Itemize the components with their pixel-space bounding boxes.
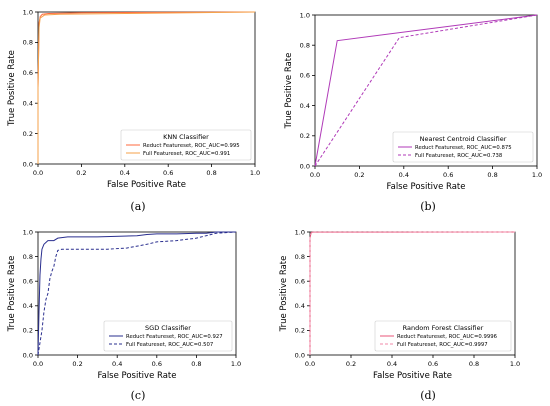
x-tick-label: 1.0: [250, 169, 260, 177]
plot-frame: [314, 14, 538, 167]
legend-title: Random Forest Classifier: [403, 324, 484, 332]
x-tick-label: 0.0: [33, 169, 43, 177]
x-axis-label: False Positive Rate: [373, 371, 452, 381]
y-tick-label: 1.0: [23, 8, 33, 16]
series-line-1: [37, 231, 237, 356]
roc-chart-knn: 0.0 0.2 0.4 0.6 0.8 1.0 0.0 0.2 0.4 0.6 0.8 1.0 Fals…: [0, 0, 275, 200]
roc-chart-knn-svg: 0.0 0.2 0.4 0.6 0.8 1.0 0.0 0.2 0.4 0.6 0.8 1.0 Fals…: [7, 8, 260, 190]
y-tick-label: 0.8: [295, 253, 305, 261]
x-tick-label: 0.4: [399, 171, 409, 179]
roc-chart-nearest-centroid: 0.0 0.2 0.4 0.6 0.8 1.0 0.0 0.2 0.4 0.6 0.8 1.0 Fals…: [275, 0, 550, 200]
legend-entry-0: Reduct Featureset, ROC_AUC=0.995: [143, 143, 240, 149]
y-tick-label: 0.6: [23, 69, 33, 77]
y-tick-label: 0.0: [295, 351, 305, 359]
series-line-1: [314, 14, 538, 167]
legend-box: [374, 320, 512, 352]
x-tick-label: 1.0: [231, 360, 241, 368]
y-tick-label: 0.4: [23, 302, 33, 310]
x-tick-label: 0.6: [428, 360, 438, 368]
y-tick-label: 0.0: [300, 162, 310, 170]
y-tick-label: 1.0: [295, 228, 305, 236]
y-tick-label: 0.6: [295, 278, 305, 286]
legend-entry-1: Full Featureset, ROC_AUC=0.738: [415, 153, 503, 159]
roc-chart-nearest-centroid-svg: 0.0 0.2 0.4 0.6 0.8 1.0 0.0 0.2 0.4 0.6 0.8 1.0 Fals…: [284, 11, 542, 192]
y-tick-label: 0.4: [23, 100, 33, 108]
panel-caption-d: (d): [420, 389, 436, 402]
y-tick-label: 0.8: [23, 253, 33, 261]
x-tick-label: 0.4: [120, 169, 130, 177]
y-tick-label: 1.0: [300, 11, 310, 19]
series-line-1: [309, 231, 516, 355]
x-axis-label: False Positive Rate: [387, 182, 466, 192]
x-axis-label: False Positive Rate: [98, 371, 177, 381]
y-tick-label: 0.4: [300, 102, 310, 110]
y-tick-label: 0.2: [23, 130, 33, 138]
legend-entry-1: Full Featureset, ROC_AUC=0.9997: [397, 342, 488, 348]
x-tick-label: 0.2: [346, 360, 356, 368]
x-tick-label: 0.8: [469, 360, 479, 368]
y-tick-label: 0.0: [23, 160, 33, 168]
series-line-0: [37, 231, 236, 356]
y-tick-label: 0.2: [295, 327, 305, 335]
y-tick-label: 0.2: [23, 327, 33, 335]
legend-entry-1: Full Featureset, ROC_AUC=0.991: [143, 151, 230, 157]
y-axis-label: True Positive Rate: [7, 256, 17, 333]
x-tick-label: 0.6: [443, 171, 453, 179]
x-tick-label: 0.4: [112, 360, 122, 368]
y-tick-label: 0.4: [295, 302, 305, 310]
y-tick-label: 0.6: [23, 278, 33, 286]
legend-box: [103, 320, 233, 352]
x-tick-label: 0.0: [305, 360, 315, 368]
y-axis-label: True Positive Rate: [7, 50, 17, 127]
roc-chart-random-forest: 0.0 0.2 0.4 0.6 0.8 1.0 0.0 0.2 0.4 0.6 0.8 1.0 Fals…: [275, 210, 550, 390]
x-tick-label: 0.2: [354, 171, 364, 179]
panel-caption-a: (a): [130, 200, 146, 213]
y-tick-label: 0.8: [23, 39, 33, 47]
legend-box: [120, 129, 252, 161]
series-line-1: [37, 11, 256, 164]
x-tick-label: 0.8: [487, 171, 497, 179]
legend-title: Nearest Centroid Classifier: [420, 135, 507, 143]
x-tick-label: 0.6: [152, 360, 162, 368]
x-tick-label: 0.8: [191, 360, 201, 368]
x-tick-label: 0.8: [206, 169, 216, 177]
legend-entry-0: Reduct Featureset, ROC_AUC=0.927: [126, 334, 223, 340]
legend-title: KNN Classifier: [163, 133, 209, 141]
x-tick-label: 0.2: [76, 169, 86, 177]
x-tick-label: 0.0: [33, 360, 43, 368]
y-tick-label: 0.2: [300, 132, 310, 140]
panel-caption-b: (b): [420, 200, 436, 213]
legend-entry-1: Full Featureset, ROC_AUC=0.507: [126, 342, 213, 348]
y-tick-label: 0.0: [23, 351, 33, 359]
x-tick-label: 0.6: [163, 169, 173, 177]
y-axis-label: True Positive Rate: [279, 256, 289, 333]
x-tick-label: 0.4: [387, 360, 397, 368]
x-tick-label: 1.0: [510, 360, 520, 368]
plot-frame: [37, 231, 237, 356]
panel-caption-c: (c): [130, 389, 146, 402]
legend-box: [392, 131, 534, 163]
legend-title: SGD Classifier: [145, 324, 191, 332]
legend-entry-0: Reduct Featureset, ROC_AUC=0.9996: [397, 334, 498, 340]
series-line-0: [314, 14, 538, 167]
roc-chart-random-forest-svg: 0.0 0.2 0.4 0.6 0.8 1.0 0.0 0.2 0.4 0.6 0.8 1.0 Fals…: [279, 228, 520, 381]
y-tick-label: 0.8: [300, 42, 310, 50]
y-axis-label: True Positive Rate: [284, 53, 294, 130]
legend-entry-0: Reduct Featureset, ROC_AUC=0.875: [415, 145, 512, 151]
x-tick-label: 1.0: [532, 171, 542, 179]
roc-chart-sgd: 0.0 0.2 0.4 0.6 0.8 1.0 0.0 0.2 0.4 0.6 0.8 1.0 Fals…: [0, 210, 275, 390]
roc-chart-sgd-svg: 0.0 0.2 0.4 0.6 0.8 1.0 0.0 0.2 0.4 0.6 0.8 1.0 Fals…: [7, 228, 241, 381]
x-tick-label: 0.2: [72, 360, 82, 368]
x-tick-label: 0.0: [310, 171, 320, 179]
y-tick-label: 1.0: [23, 228, 33, 236]
x-axis-label: False Positive Rate: [107, 180, 186, 190]
y-tick-label: 0.6: [300, 72, 310, 80]
